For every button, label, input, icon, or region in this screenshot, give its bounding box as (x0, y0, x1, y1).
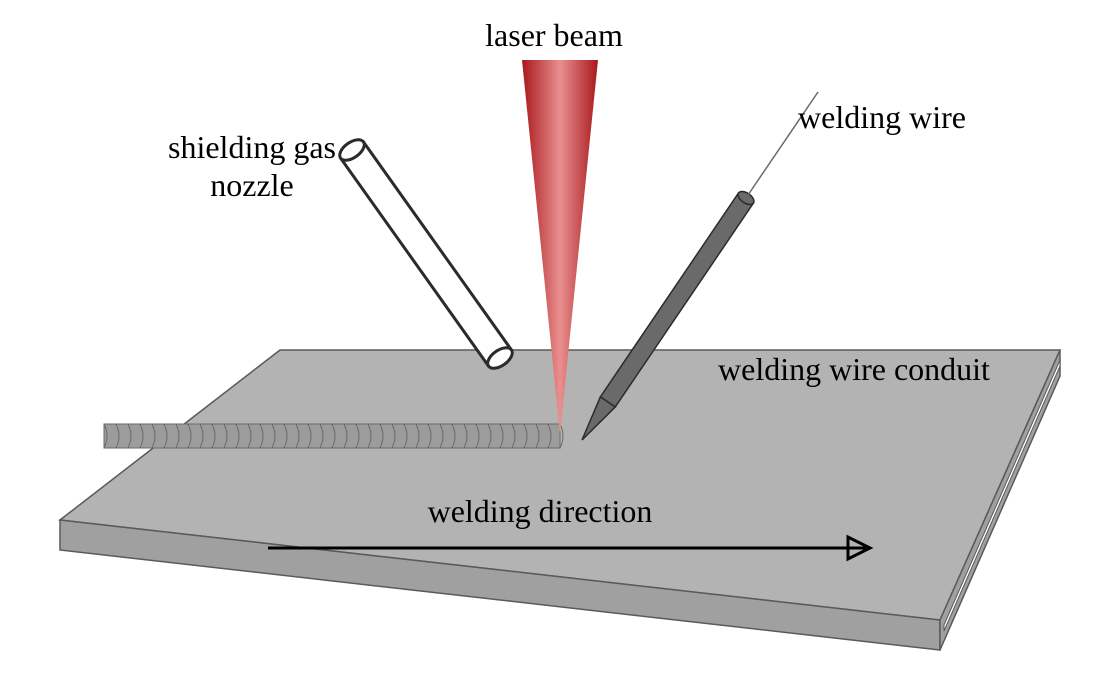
shielding-gas-nozzle-label-line1: shielding gas (168, 129, 336, 165)
welding-wire-label: welding wire (798, 99, 966, 135)
welding-wire-conduit-label: welding wire conduit (718, 351, 990, 387)
shielding-gas-nozzle (336, 136, 516, 373)
shielding-gas-nozzle-label-line2: nozzle (210, 167, 294, 203)
welding-direction-label: welding direction (428, 493, 653, 529)
nozzle-body (341, 142, 512, 366)
diagram-canvas: laser beam welding wire shielding gas no… (0, 0, 1100, 696)
weld-bead (104, 424, 563, 448)
laser-beam-label: laser beam (485, 17, 623, 53)
